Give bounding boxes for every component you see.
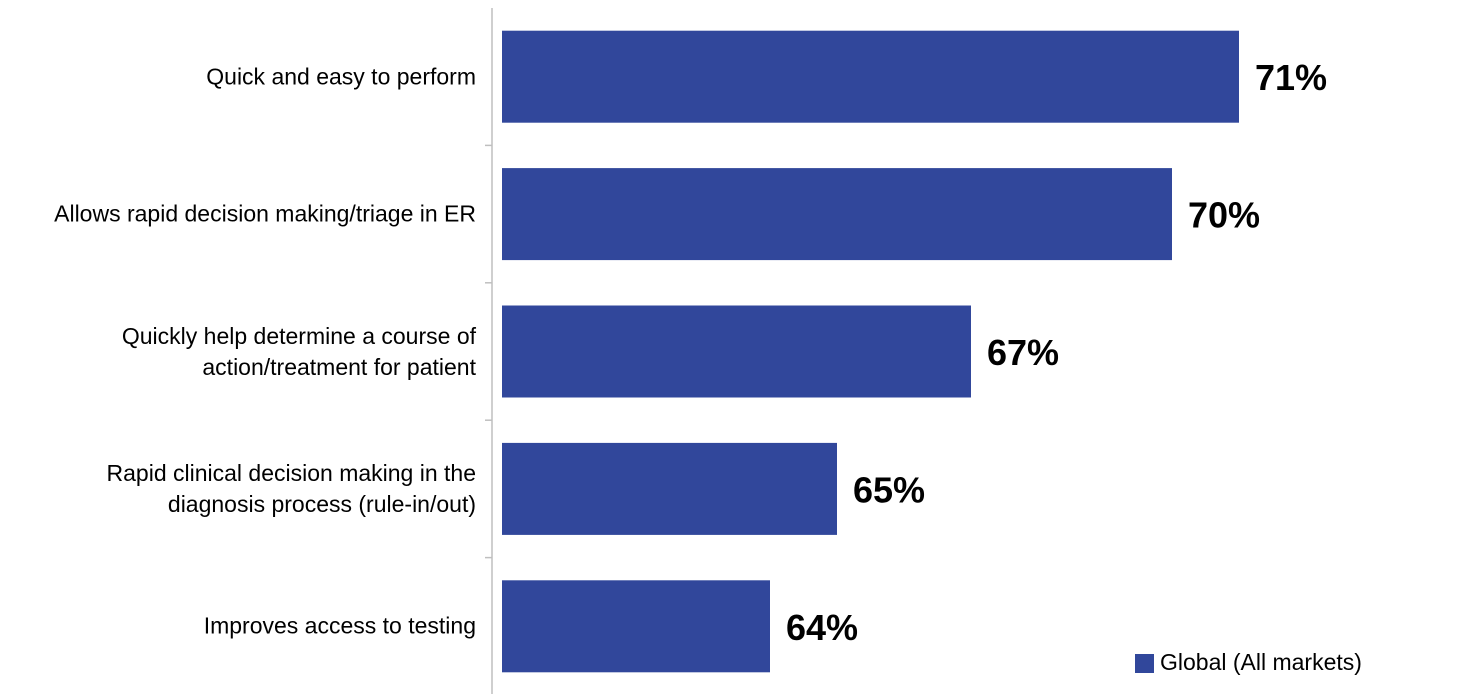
category-label: Quick and easy to perform xyxy=(206,63,476,90)
value-label: 71% xyxy=(1255,57,1327,98)
legend-swatch xyxy=(1135,654,1154,673)
category-label: Allows rapid decision making/triage in E… xyxy=(54,200,476,227)
category-label: Rapid clinical decision making in the di… xyxy=(106,459,476,517)
bar xyxy=(502,442,837,535)
category-label: Improves access to testing xyxy=(203,612,476,639)
legend-label: Global (All markets) xyxy=(1160,649,1362,675)
category-label: Quickly help determine a course of actio… xyxy=(121,322,476,380)
value-label: 64% xyxy=(786,607,858,648)
bar xyxy=(502,168,1172,261)
value-label: 70% xyxy=(1188,195,1260,236)
bar xyxy=(502,30,1239,123)
value-label: 67% xyxy=(987,332,1059,373)
bar xyxy=(502,580,770,673)
value-label: 65% xyxy=(853,469,925,510)
bar xyxy=(502,305,971,398)
